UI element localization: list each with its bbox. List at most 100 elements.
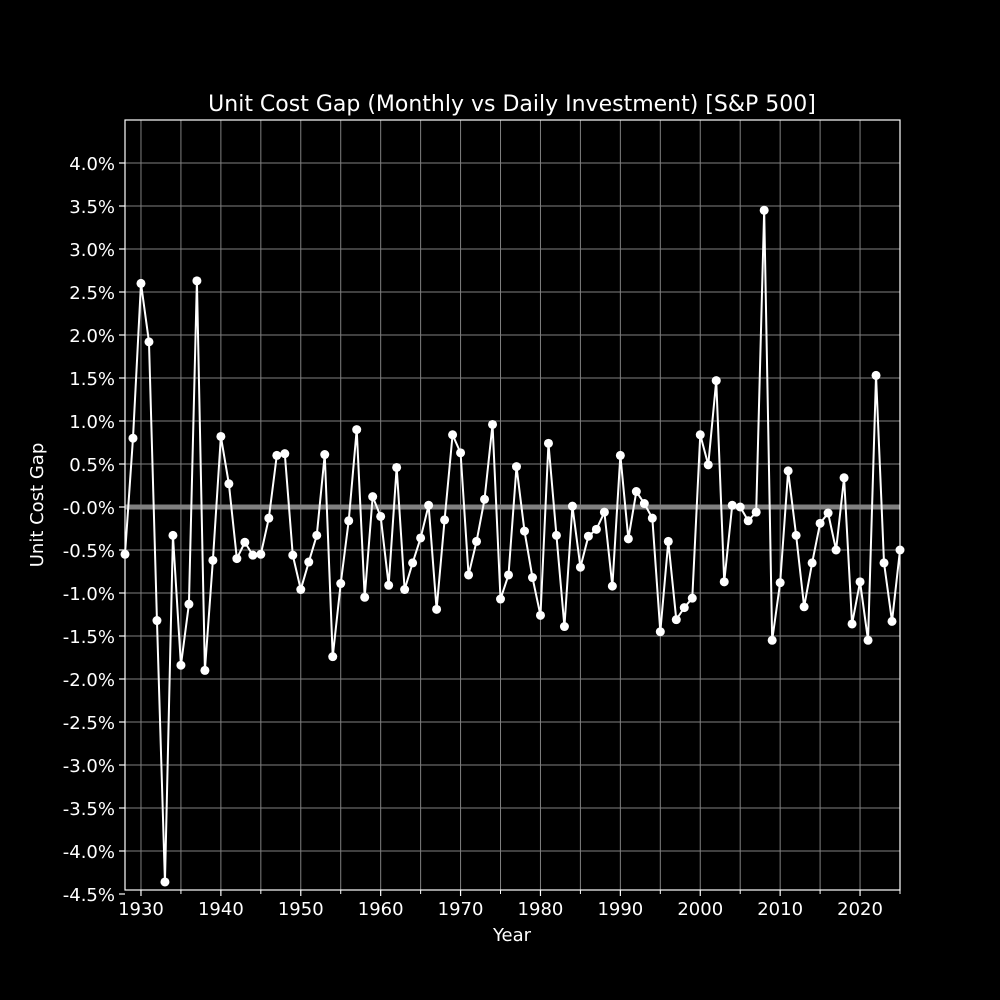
y-tick-label: 0.5% xyxy=(69,455,115,476)
data-point xyxy=(192,276,202,286)
data-point xyxy=(144,337,154,347)
data-point xyxy=(336,579,346,589)
data-point xyxy=(703,460,713,470)
data-point xyxy=(208,555,218,565)
y-tick-label: 4.0% xyxy=(69,154,115,175)
data-point xyxy=(799,602,809,612)
plot-frame xyxy=(124,119,901,891)
data-point xyxy=(879,558,889,568)
data-point xyxy=(472,536,482,546)
y-tick-label: -3.5% xyxy=(63,799,115,820)
data-point xyxy=(655,627,665,637)
y-axis-label: Unit Cost Gap xyxy=(27,443,48,568)
data-point xyxy=(464,570,474,580)
data-point xyxy=(288,550,298,560)
data-point xyxy=(871,370,881,380)
data-point xyxy=(783,466,793,476)
data-point xyxy=(480,494,490,504)
data-point xyxy=(416,533,426,543)
data-point xyxy=(432,604,442,614)
data-point xyxy=(456,448,466,458)
data-point xyxy=(687,593,697,603)
data-markers xyxy=(120,205,905,887)
y-tick-label: -4.5% xyxy=(63,885,115,906)
data-point xyxy=(256,549,266,559)
data-point xyxy=(767,635,777,645)
x-tick-label: 1980 xyxy=(518,899,564,920)
data-point xyxy=(663,536,673,546)
data-point xyxy=(304,557,314,567)
data-point xyxy=(775,578,785,588)
data-point xyxy=(711,376,721,386)
data-point xyxy=(488,419,498,429)
data-point xyxy=(352,425,362,435)
data-point xyxy=(224,479,234,489)
data-point xyxy=(615,450,625,460)
x-axis-label: Year xyxy=(492,925,532,946)
x-tick-label: 1950 xyxy=(278,899,324,920)
x-axis-ticks: 1930 1940 1950 1960 1970 1980 1990 2000 2010 2020 xyxy=(118,890,901,920)
data-point xyxy=(727,500,737,510)
x-tick-label: 2020 xyxy=(837,899,883,920)
data-point xyxy=(320,450,330,460)
y-tick-label: -1.0% xyxy=(63,584,115,605)
data-point xyxy=(607,581,617,591)
y-axis-ticks: 4.0% 3.5% 3.0% 2.5% 2.0% 1.5% 1.0% 0.5% -0.0% -0.… xyxy=(63,154,125,906)
data-point xyxy=(599,507,609,517)
data-point xyxy=(496,594,506,604)
data-point xyxy=(623,534,633,544)
data-point xyxy=(408,558,418,568)
data-point xyxy=(136,278,146,288)
data-point xyxy=(759,205,769,215)
y-tick-label: 2.0% xyxy=(69,326,115,347)
data-point xyxy=(863,635,873,645)
data-point xyxy=(216,431,226,441)
data-point xyxy=(567,501,577,511)
data-point xyxy=(639,499,649,509)
y-tick-label: -1.5% xyxy=(63,627,115,648)
data-point xyxy=(575,562,585,572)
data-point xyxy=(583,531,593,541)
data-point xyxy=(855,577,865,587)
data-point xyxy=(823,508,833,518)
data-point xyxy=(887,616,897,626)
data-point xyxy=(384,580,394,590)
data-point xyxy=(152,616,162,626)
data-point xyxy=(264,513,274,523)
data-point xyxy=(807,558,817,568)
data-point xyxy=(543,438,553,448)
y-tick-label: 1.0% xyxy=(69,412,115,433)
data-point xyxy=(168,530,178,540)
data-point xyxy=(743,516,753,526)
y-tick-label: 3.5% xyxy=(69,197,115,218)
data-point xyxy=(128,433,138,443)
data-point xyxy=(272,450,282,460)
data-point xyxy=(559,622,569,632)
data-point xyxy=(448,430,458,440)
data-point xyxy=(519,526,529,536)
data-point xyxy=(424,500,434,510)
y-tick-label: -4.0% xyxy=(63,842,115,863)
y-tick-label: -0.5% xyxy=(63,541,115,562)
data-point xyxy=(504,570,514,580)
chart-title: Unit Cost Gap (Monthly vs Daily Investme… xyxy=(208,92,816,117)
x-tick-label: 1930 xyxy=(118,899,164,920)
data-point xyxy=(719,577,729,587)
data-point xyxy=(671,615,681,625)
data-point xyxy=(280,449,290,459)
y-tick-label: -0.0% xyxy=(63,498,115,519)
data-point xyxy=(631,487,641,497)
y-tick-label: -2.0% xyxy=(63,670,115,691)
data-point xyxy=(751,507,761,517)
data-point xyxy=(160,877,170,887)
y-tick-label: -3.0% xyxy=(63,756,115,777)
y-tick-label: 2.5% xyxy=(69,283,115,304)
x-tick-label: 2010 xyxy=(757,899,803,920)
data-point xyxy=(368,492,378,502)
data-point xyxy=(847,619,857,629)
y-tick-label: 3.0% xyxy=(69,240,115,261)
data-point xyxy=(647,513,657,523)
data-point xyxy=(679,603,689,613)
